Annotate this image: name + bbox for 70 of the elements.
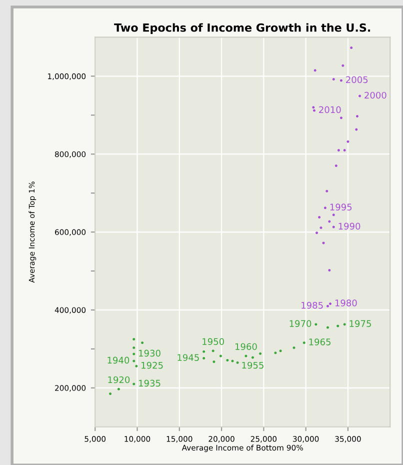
point	[259, 352, 262, 355]
annotation: 1990	[338, 222, 360, 230]
annotation: 1950	[202, 338, 224, 345]
annotation: 2010	[319, 106, 341, 114]
point	[314, 323, 318, 326]
point	[202, 357, 206, 360]
annotation: 1975	[350, 320, 371, 328]
annotation: 2005	[346, 76, 368, 84]
point	[236, 361, 239, 364]
point	[312, 106, 315, 109]
point	[318, 216, 321, 218]
chart-title: Two Epochs of Income Growth in the U.S.	[114, 23, 370, 34]
point	[314, 69, 316, 72]
annotation: 1955	[242, 362, 264, 369]
point	[336, 324, 340, 328]
point	[132, 360, 136, 362]
point	[135, 364, 138, 368]
point	[358, 94, 362, 98]
point	[340, 116, 342, 120]
point	[329, 302, 332, 305]
annotation: 1920	[108, 376, 130, 384]
point	[279, 350, 282, 352]
annotation: 2000	[364, 92, 386, 99]
annotation: 1960	[235, 343, 257, 350]
point	[334, 164, 338, 168]
point	[251, 356, 254, 359]
point	[322, 242, 325, 244]
point	[202, 350, 206, 353]
point	[326, 190, 328, 192]
annotation: 1935	[139, 380, 160, 387]
annotation: 1965	[309, 338, 330, 346]
point	[332, 214, 335, 216]
point	[324, 206, 326, 210]
point	[312, 109, 316, 112]
point	[132, 346, 136, 350]
point	[328, 220, 331, 223]
annotation: 1925	[142, 362, 163, 369]
point	[117, 388, 120, 390]
annotation: 1980	[335, 300, 357, 306]
point	[346, 140, 350, 143]
point	[350, 46, 353, 49]
point	[219, 354, 222, 358]
point	[132, 352, 136, 356]
point	[340, 79, 342, 82]
point	[355, 128, 358, 131]
point	[332, 78, 335, 81]
point	[343, 323, 346, 326]
point	[132, 338, 136, 340]
point	[212, 360, 216, 364]
point	[332, 226, 335, 228]
point	[274, 352, 277, 354]
point	[244, 354, 248, 358]
point	[326, 304, 329, 308]
point	[132, 382, 136, 386]
annotation: 1970	[290, 320, 312, 328]
point	[356, 115, 358, 118]
annotation: 1995	[330, 204, 352, 210]
point	[343, 148, 346, 152]
point	[342, 64, 344, 67]
point	[337, 148, 340, 152]
annotation: 1930	[139, 350, 160, 357]
point	[328, 268, 331, 272]
annotation: 1940	[108, 356, 130, 364]
point	[316, 232, 318, 234]
point	[226, 358, 229, 362]
point	[212, 350, 214, 352]
annotation: 1985	[302, 302, 323, 309]
point	[302, 341, 306, 344]
annotation: 1945	[178, 354, 199, 361]
point	[141, 341, 144, 344]
